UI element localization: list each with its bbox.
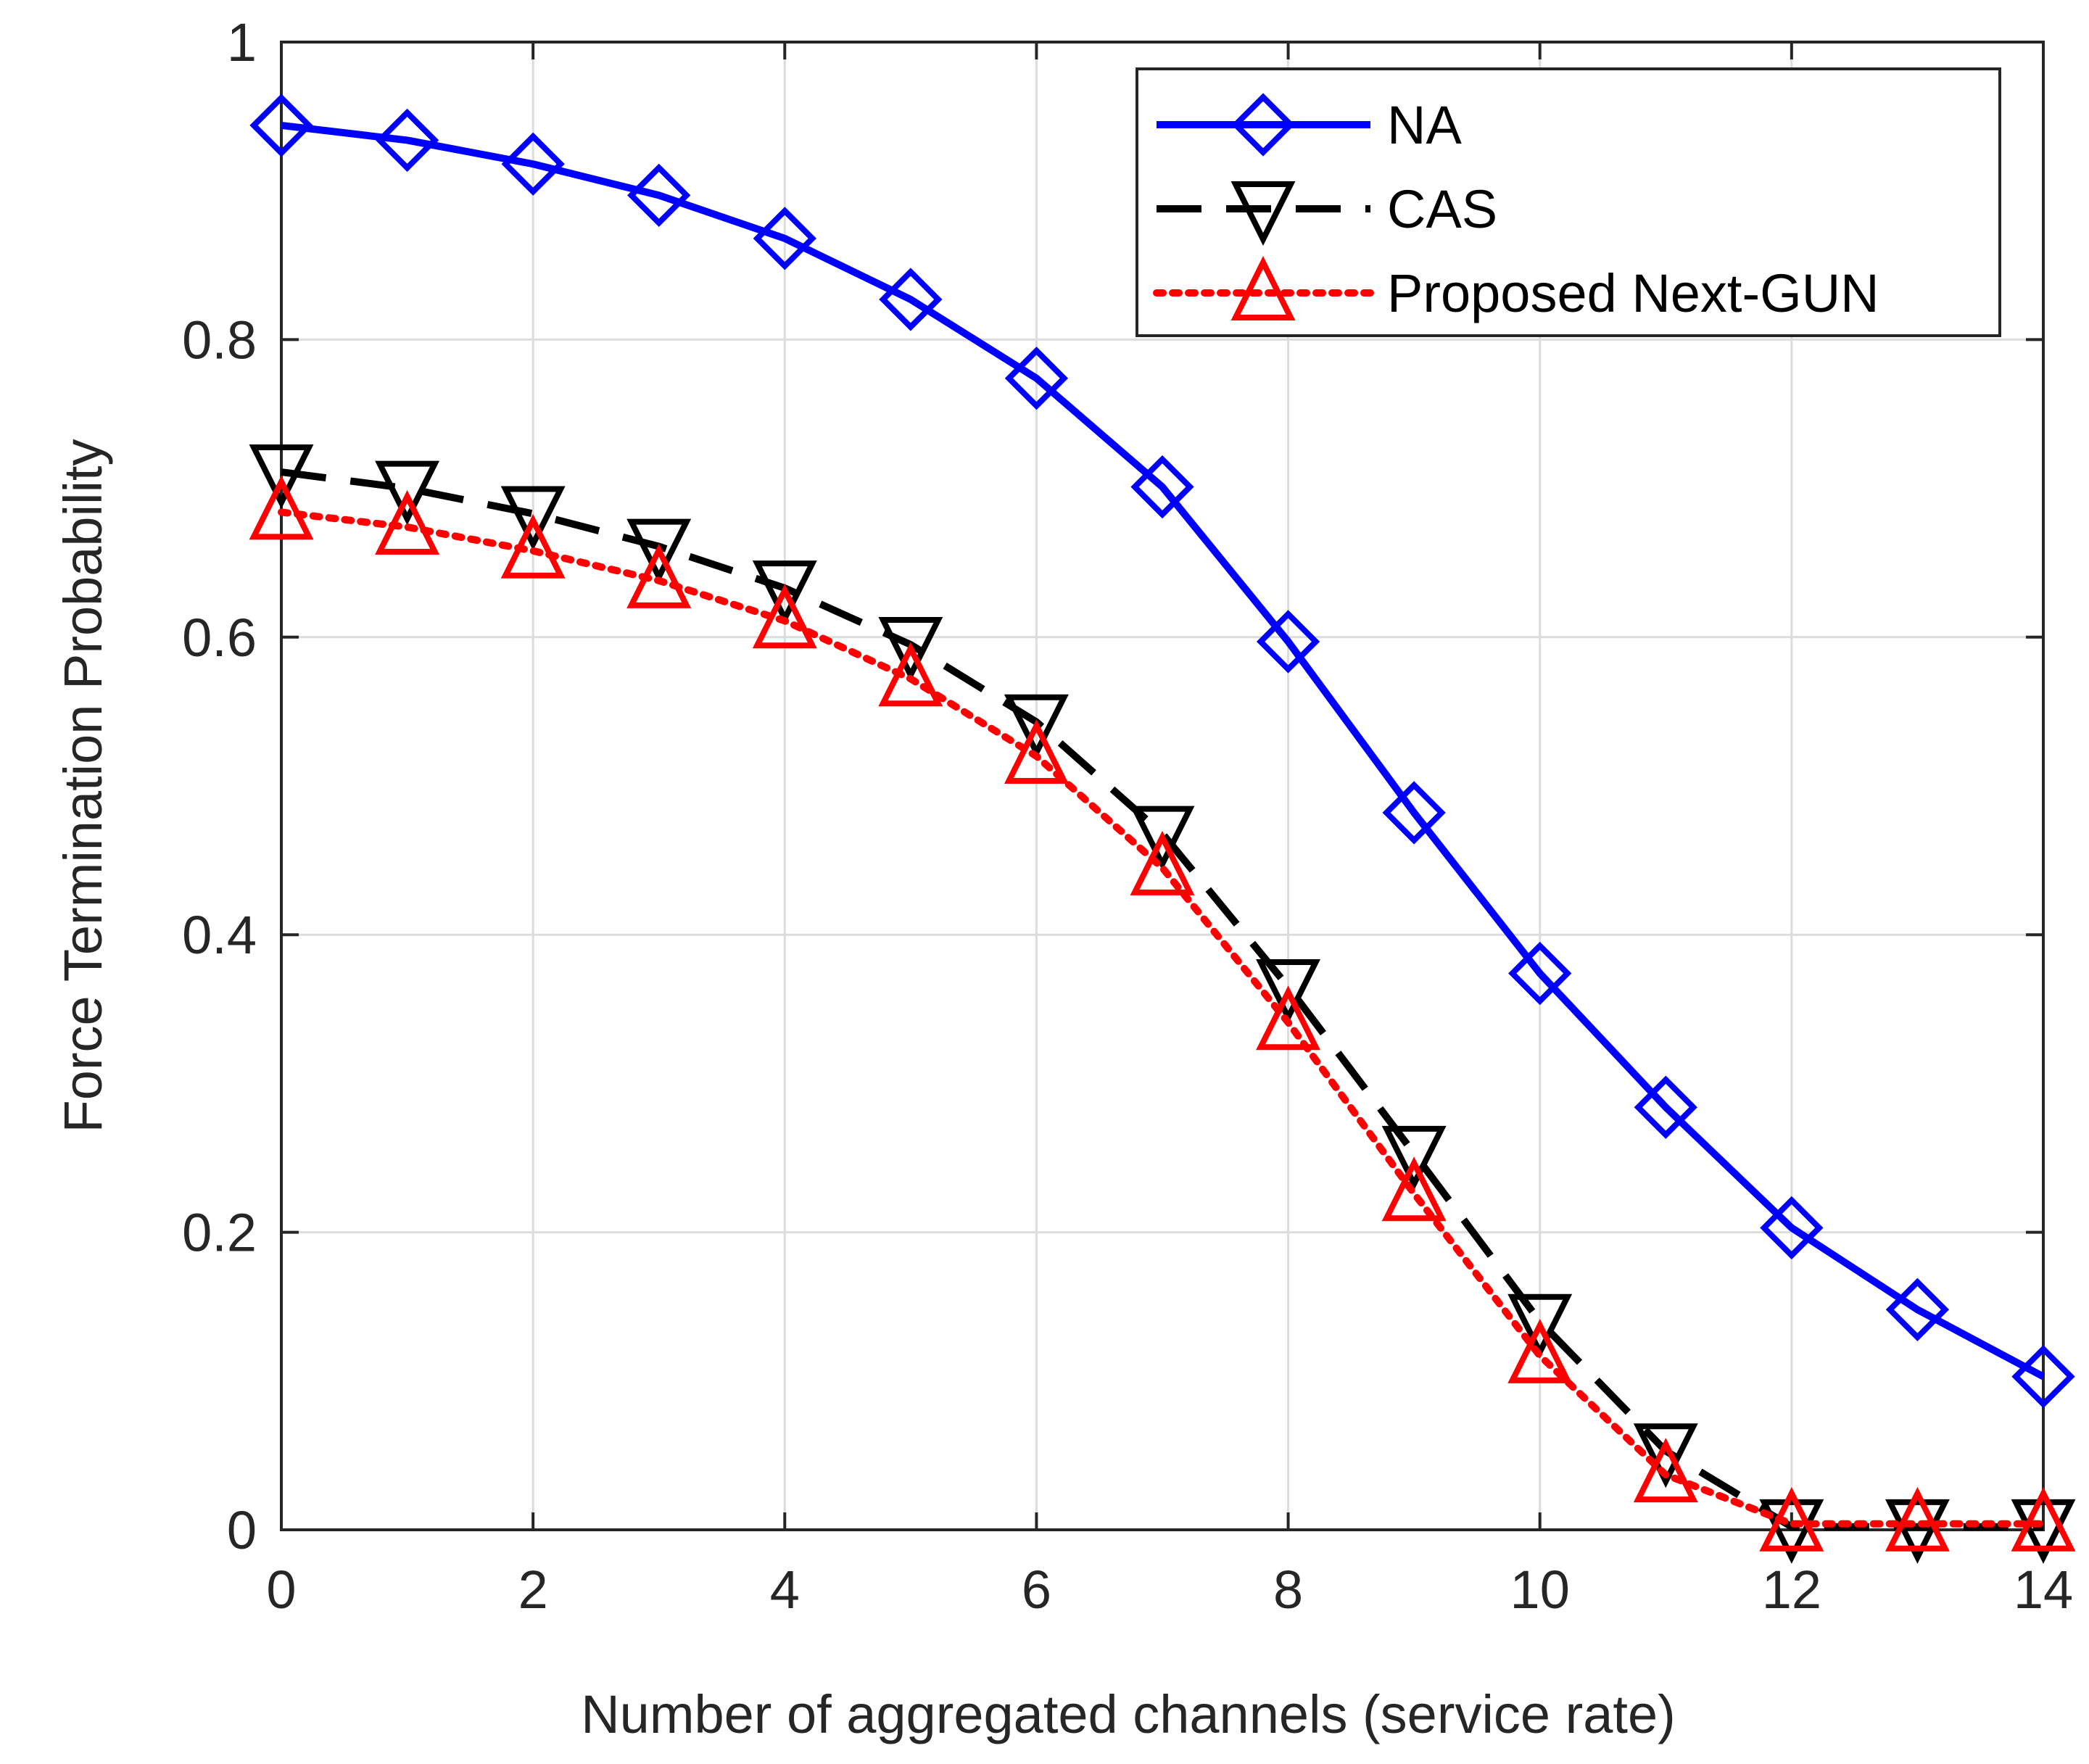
data-point-proposed-next-gun bbox=[878, 642, 943, 707]
data-point-cas bbox=[1256, 959, 1321, 1024]
axes-box bbox=[280, 41, 2045, 1531]
data-point-na bbox=[1760, 1196, 1824, 1260]
data-point-na bbox=[2011, 1344, 2075, 1409]
data-point-cas bbox=[1130, 806, 1195, 871]
tick-labels: 0 2 4 6 8 10 12 14 0 0.2 0.4 0.6 0.8 1 bbox=[182, 12, 2073, 1620]
data-point-cas bbox=[1381, 1125, 1447, 1191]
data-point-cas bbox=[1759, 1499, 1824, 1564]
data-point-cas bbox=[878, 617, 943, 682]
data-point-na bbox=[879, 268, 943, 331]
legend-marker-na bbox=[1231, 93, 1295, 157]
legend-marker-cas bbox=[1230, 181, 1296, 246]
legend-entry-cas: CAS bbox=[1157, 179, 1497, 246]
series-proposed-next-gun bbox=[249, 475, 2076, 1552]
data-point-na bbox=[375, 108, 439, 173]
data-point-cas bbox=[2011, 1499, 2076, 1564]
data-point-proposed-next-gun bbox=[752, 584, 817, 649]
data-point-na bbox=[249, 94, 313, 157]
series-cas bbox=[249, 444, 2076, 1564]
x-tick-label: 12 bbox=[1762, 1560, 1821, 1620]
legend-entry-na: NA bbox=[1157, 93, 1462, 157]
data-point-cas bbox=[1004, 694, 1069, 759]
data-point-cas bbox=[752, 560, 817, 626]
series-line-cas bbox=[281, 468, 2043, 1531]
x-tick-label: 2 bbox=[518, 1560, 548, 1620]
data-point-proposed-next-gun bbox=[1507, 1318, 1573, 1383]
data-point-na bbox=[753, 207, 816, 270]
legend-label-na: NA bbox=[1387, 95, 1462, 155]
x-tick-label: 10 bbox=[1510, 1560, 1570, 1620]
series-line-na bbox=[281, 121, 2045, 1380]
data-point-proposed-next-gun bbox=[1885, 1486, 1950, 1552]
legend-entry-proposed-next-gun: Proposed Next-GUN bbox=[1153, 256, 1879, 323]
data-point-cas bbox=[1507, 1293, 1573, 1359]
data-point-proposed-next-gun bbox=[375, 490, 440, 555]
series bbox=[249, 94, 2076, 1564]
series-line-proposed-next-gun bbox=[278, 508, 2047, 1528]
x-tick-label: 8 bbox=[1273, 1560, 1303, 1620]
y-tick-label: 0.2 bbox=[182, 1203, 257, 1263]
legend-label-proposed-next-gun: Proposed Next-GUN bbox=[1387, 263, 1879, 323]
data-point-cas bbox=[626, 518, 692, 584]
legend-label-cas: CAS bbox=[1387, 179, 1497, 239]
data-point-na bbox=[1885, 1278, 1950, 1341]
y-tick-label: 0 bbox=[227, 1500, 257, 1560]
data-point-na bbox=[501, 132, 565, 196]
data-point-na bbox=[1130, 455, 1194, 519]
data-point-proposed-next-gun bbox=[626, 543, 692, 608]
data-point-proposed-next-gun bbox=[1004, 719, 1069, 784]
data-point-proposed-next-gun bbox=[500, 513, 566, 579]
data-point-cas bbox=[249, 444, 314, 509]
data-point-proposed-next-gun bbox=[249, 475, 314, 540]
data-point-cas bbox=[1633, 1423, 1698, 1488]
legend: NA CAS Proposed Next-GUN bbox=[1135, 67, 2001, 337]
data-point-proposed-next-gun bbox=[1759, 1486, 1824, 1552]
data-point-proposed-next-gun bbox=[1256, 985, 1321, 1051]
legend-marker-proposed-next-gun bbox=[1230, 256, 1296, 320]
x-axis-label: Number of aggregated channels (service r… bbox=[581, 1684, 1676, 1744]
data-point-na bbox=[627, 163, 691, 228]
x-tick-label: 6 bbox=[1022, 1560, 1051, 1620]
y-tick-label: 0.4 bbox=[182, 905, 257, 965]
data-point-cas bbox=[1885, 1499, 1950, 1564]
y-tick-label: 1 bbox=[227, 12, 257, 73]
data-point-proposed-next-gun bbox=[1381, 1156, 1447, 1222]
data-point-cas bbox=[375, 460, 440, 526]
y-tick-label: 0.6 bbox=[182, 608, 257, 668]
data-point-na bbox=[1508, 941, 1572, 1006]
x-tick-label: 14 bbox=[2014, 1560, 2073, 1620]
data-point-proposed-next-gun bbox=[2011, 1486, 2076, 1552]
data-point-proposed-next-gun bbox=[1130, 830, 1195, 895]
data-point-na bbox=[1634, 1075, 1697, 1139]
x-tick-label: 4 bbox=[770, 1560, 800, 1620]
y-axis-label: Force Termination Probability bbox=[53, 439, 113, 1133]
x-tick-label: 0 bbox=[266, 1560, 296, 1620]
y-tick-label: 0.8 bbox=[182, 310, 257, 370]
data-point-cas bbox=[500, 486, 566, 551]
data-point-na bbox=[1382, 781, 1446, 845]
data-point-na bbox=[1004, 347, 1069, 410]
data-point-na bbox=[1256, 610, 1320, 674]
series-na bbox=[249, 94, 2075, 1409]
data-point-proposed-next-gun bbox=[1633, 1438, 1698, 1503]
